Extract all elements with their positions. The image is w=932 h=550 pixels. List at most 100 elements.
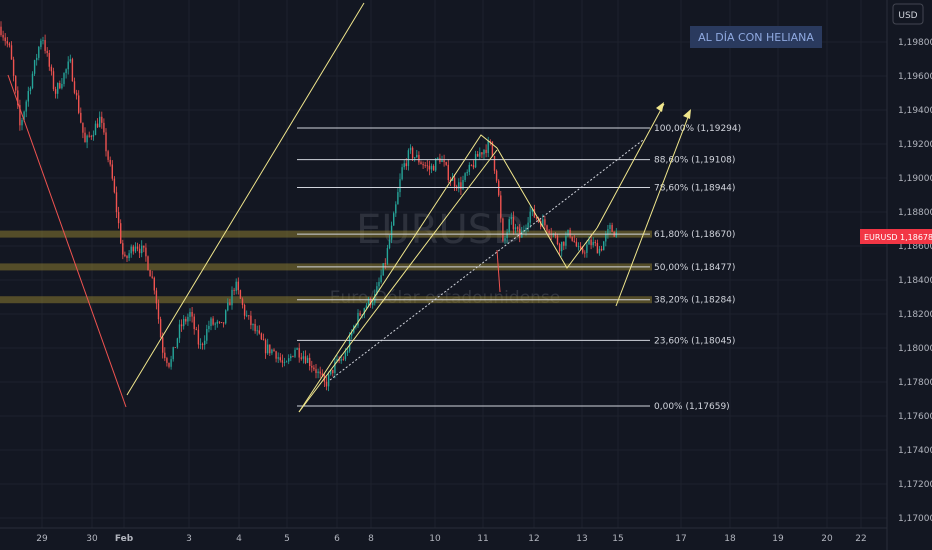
candle-body: [136, 246, 139, 249]
candle-body: [563, 241, 565, 246]
candle-body: [212, 318, 214, 325]
candle-body: [2, 35, 4, 38]
candle-body: [254, 323, 256, 332]
candle-body: [69, 59, 71, 62]
candle-body: [264, 340, 267, 354]
candle-body: [27, 91, 29, 102]
candle-body: [474, 154, 477, 168]
candle-body: [120, 223, 122, 244]
candle-body: [447, 164, 449, 181]
candle-body: [420, 162, 422, 165]
candle-body: [78, 95, 80, 113]
candle-body: [462, 179, 464, 190]
candle-body: [554, 233, 557, 236]
candle-body: [405, 163, 407, 167]
candle-body: [90, 136, 92, 137]
candle-body: [546, 225, 548, 231]
candle-body: [46, 50, 48, 53]
candle-body: [225, 310, 227, 324]
candle-body: [237, 281, 239, 291]
price-tick-label: 1,17200: [898, 480, 932, 490]
candle-body: [605, 234, 607, 242]
candle-body: [48, 52, 50, 67]
candle-body: [159, 319, 162, 338]
candle-body: [351, 332, 353, 336]
candle-body: [246, 315, 248, 317]
candle-body: [36, 57, 38, 61]
candle-body: [252, 323, 254, 326]
time-tick-label: 8: [368, 534, 374, 544]
candle-body: [533, 208, 536, 218]
price-axis[interactable]: 1,19800 1,19600 1,19400 1,19200 1,19000 1,188…: [886, 0, 932, 550]
projection-arrowhead-2: [683, 109, 691, 119]
candle-body: [189, 312, 191, 317]
currency-button[interactable]: USD: [892, 3, 924, 25]
candle-body: [239, 290, 242, 299]
candle-body: [319, 371, 321, 374]
fibonacci-retracement[interactable]: 100,00% (1,19294) 88,60% (1,19108) 78,60% …: [297, 124, 741, 412]
fib-level-label: 0,00% (1,17659): [654, 402, 730, 412]
dotted-trendline: [329, 139, 644, 381]
candle-body: [468, 164, 470, 172]
candle-body: [243, 305, 246, 316]
candle-body: [33, 60, 36, 74]
candle-body: [325, 381, 328, 387]
candle-body: [113, 178, 116, 193]
candle-body: [31, 73, 34, 89]
candle-body: [21, 120, 23, 126]
candle-body: [380, 275, 382, 282]
candle-body: [313, 367, 315, 370]
price-tick-label: 1,17600: [898, 412, 932, 422]
candle-body: [229, 302, 231, 306]
candle-body: [59, 82, 61, 89]
candle-body: [84, 132, 86, 143]
time-tick-label: 20: [821, 534, 833, 544]
candle-body: [531, 208, 533, 212]
candle-body: [117, 212, 120, 224]
trend-drawings[interactable]: [7, 2, 691, 413]
candle-body: [344, 352, 347, 360]
candle-body: [302, 356, 305, 359]
brand-badge: AL DÍA CON HELIANA: [690, 26, 822, 48]
candle-body: [40, 40, 42, 47]
candle-body: [208, 325, 210, 330]
candle-body: [561, 241, 563, 252]
candle-body: [153, 277, 155, 291]
time-tick-label: 17: [675, 534, 686, 544]
time-axis[interactable]: 29 30 Feb 3 4 5 6 8 10 11 12 13 15 17 18 19 20 22: [0, 527, 887, 544]
fib-level-label: 23,60% (1,18045): [654, 336, 735, 346]
candle-body: [590, 239, 592, 246]
candle-body: [157, 303, 160, 320]
candle-body: [378, 281, 380, 287]
candle-body: [596, 243, 599, 254]
fib-level-label: 38,20% (1,18284): [654, 296, 735, 306]
candle-body: [386, 248, 389, 264]
candle-body: [548, 230, 550, 234]
price-tag-symbol: EURUSD: [864, 233, 898, 242]
candle-body: [374, 294, 376, 303]
candle-body: [279, 357, 281, 361]
candle-body: [600, 248, 603, 251]
candle-body: [149, 270, 151, 277]
candle-body: [138, 248, 141, 254]
projection-arrow-1: [596, 103, 665, 229]
candle-body: [306, 357, 309, 363]
candle-body: [67, 61, 69, 70]
time-tick-label: 15: [612, 534, 623, 544]
price-tick-label: 1,19400: [898, 106, 932, 116]
candle-body: [409, 147, 412, 151]
candle-body: [460, 182, 462, 190]
candle-body: [382, 263, 384, 276]
candle-body: [495, 170, 498, 181]
candle-body: [283, 362, 286, 363]
candle-body: [445, 162, 447, 165]
fib-level-label: 50,00% (1,18477): [654, 263, 735, 273]
candle-body: [86, 135, 88, 143]
price-tick-label: 1,18800: [898, 208, 932, 218]
candle-body: [96, 123, 99, 128]
candle-body: [141, 245, 143, 254]
candle-body: [367, 298, 370, 306]
candle-body: [334, 361, 336, 374]
candle-body: [233, 289, 235, 291]
